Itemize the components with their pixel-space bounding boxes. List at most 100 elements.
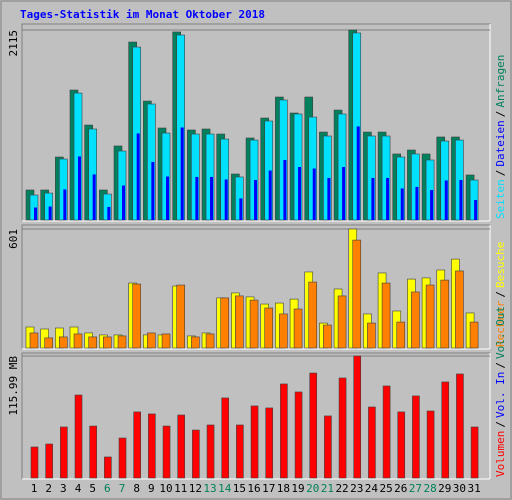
bar [430,189,434,220]
bar [220,297,230,349]
bar [268,170,272,220]
bar [312,168,316,220]
bar [415,186,419,220]
bar [293,308,303,349]
x-tick-label: 4 [75,482,82,495]
legend-entry: Seiten [494,179,507,219]
bar [470,426,479,479]
x-tick-label: 1 [31,482,38,495]
bar [400,188,404,220]
bar [283,159,287,220]
bar [441,381,450,479]
bar [89,425,97,479]
bar [444,180,448,220]
bar [386,177,390,220]
bar [176,284,185,349]
x-tick-label: 5 [89,482,96,495]
x-tick-label: 9 [148,482,155,495]
bar [469,321,479,349]
x-tick-label: 28 [423,482,436,495]
legend-entry: Anfragen [494,55,507,108]
x-tick-label: 22 [335,482,348,495]
bar [88,336,97,349]
bar [180,127,184,220]
legend-separator: / [494,170,507,177]
bar [249,299,259,349]
x-tick-label: 18 [277,482,290,495]
bar [396,321,406,349]
bar [381,282,391,349]
bar [440,279,450,349]
bar [117,335,127,349]
legend: Volumen / Vol. In / Vol. Out [494,306,507,477]
bar [147,332,156,349]
bar [367,322,376,349]
x-tick-label: 16 [247,482,260,495]
bar [151,161,155,220]
bar [205,333,215,349]
bar [411,291,420,349]
bar [60,426,68,479]
bar [239,198,243,220]
x-tick-label: 29 [438,482,451,495]
legend-entry: Besuche [494,242,507,288]
bar [136,133,140,220]
x-tick-label: 2 [45,482,52,495]
bar [456,373,464,479]
bar [236,424,244,479]
bar [308,281,318,349]
y-tick-label: 115.99 MB [7,356,20,416]
legend-entry: Volumen [494,431,507,477]
bar [426,410,435,479]
x-tick-label: 31 [467,482,480,495]
x-tick-label: 25 [379,482,392,495]
x-tick-label: 13 [203,482,216,495]
legend-separator: / [494,362,507,369]
y-tick-label: 2115 [7,30,20,57]
x-tick-label: 23 [350,482,363,495]
bar [107,206,111,220]
bar [254,180,258,220]
x-tick-label: 10 [159,482,172,495]
bar [73,333,83,349]
x-tick-label: 3 [60,482,67,495]
bar [280,383,288,479]
bar [103,336,112,349]
x-tick-label: 24 [365,482,379,495]
bar [397,411,406,479]
bar [368,406,376,479]
bar [29,332,39,349]
bar [34,207,37,220]
bar [161,333,171,349]
bar [206,424,215,479]
bar [30,446,39,479]
bar [166,176,170,220]
x-tick-label: 19 [291,482,304,495]
x-tick-label: 21 [321,482,334,495]
bar [59,336,68,349]
bar [459,180,463,220]
bar [148,413,156,479]
legend-entry: Vol. In [494,372,507,418]
legend: Rechner / Besuche [494,242,507,347]
x-tick-label: 15 [233,482,246,495]
x-tick-label: 30 [453,482,466,495]
legend-separator: / [494,421,507,428]
bar [279,313,288,349]
bar [48,206,52,220]
chart-title: Tages-Statistik im Monat Oktober 2018 [20,8,265,21]
bar [192,429,200,479]
bar [63,189,67,220]
bar [74,394,83,479]
bar [338,377,347,479]
bar [224,179,228,220]
bar [235,295,244,349]
bar [132,283,141,349]
bar [195,176,199,220]
bar [210,176,214,220]
bar [298,166,302,220]
x-tick-label: 27 [409,482,422,495]
x-tick-label: 26 [394,482,407,495]
bar [264,307,274,349]
